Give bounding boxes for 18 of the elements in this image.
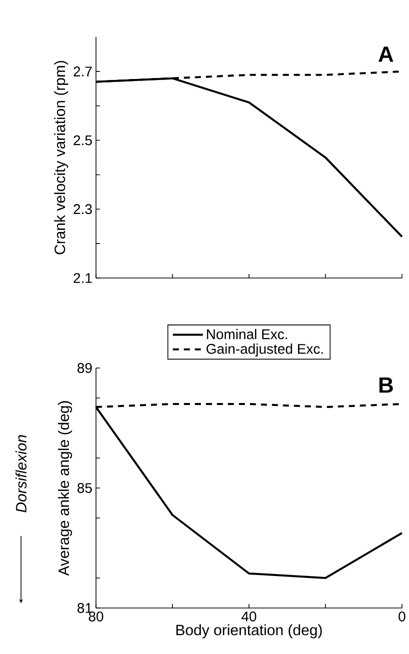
legend-label: Gain-adjusted Exc. <box>206 344 323 357</box>
x-tick-label: 80 <box>88 612 104 622</box>
legend-label: Nominal Exc. <box>206 328 287 340</box>
y-tick-label: 2.5 <box>74 135 92 146</box>
y-tick-label: 89 <box>77 363 92 373</box>
y-axis-title: Crank velocity variation (rpm) <box>54 60 68 254</box>
y-tick-label: 2.7 <box>74 66 92 76</box>
x-axis-title: Body orientation (deg) <box>176 624 322 638</box>
text: Dorsiflexion <box>15 435 26 512</box>
annotation: A <box>378 46 394 62</box>
y-axis-title: Average ankle angle (deg) <box>58 401 72 576</box>
x-tick-label: 40 <box>241 612 256 622</box>
x-tick-label: 0 <box>398 612 406 622</box>
annotation: B <box>379 378 393 393</box>
y-tick-label: 2.3 <box>74 204 92 214</box>
y-tick-label: 2.1 <box>74 273 92 283</box>
y-tick-label: 85 <box>77 483 92 493</box>
y-tick-label: 81 <box>77 603 92 613</box>
